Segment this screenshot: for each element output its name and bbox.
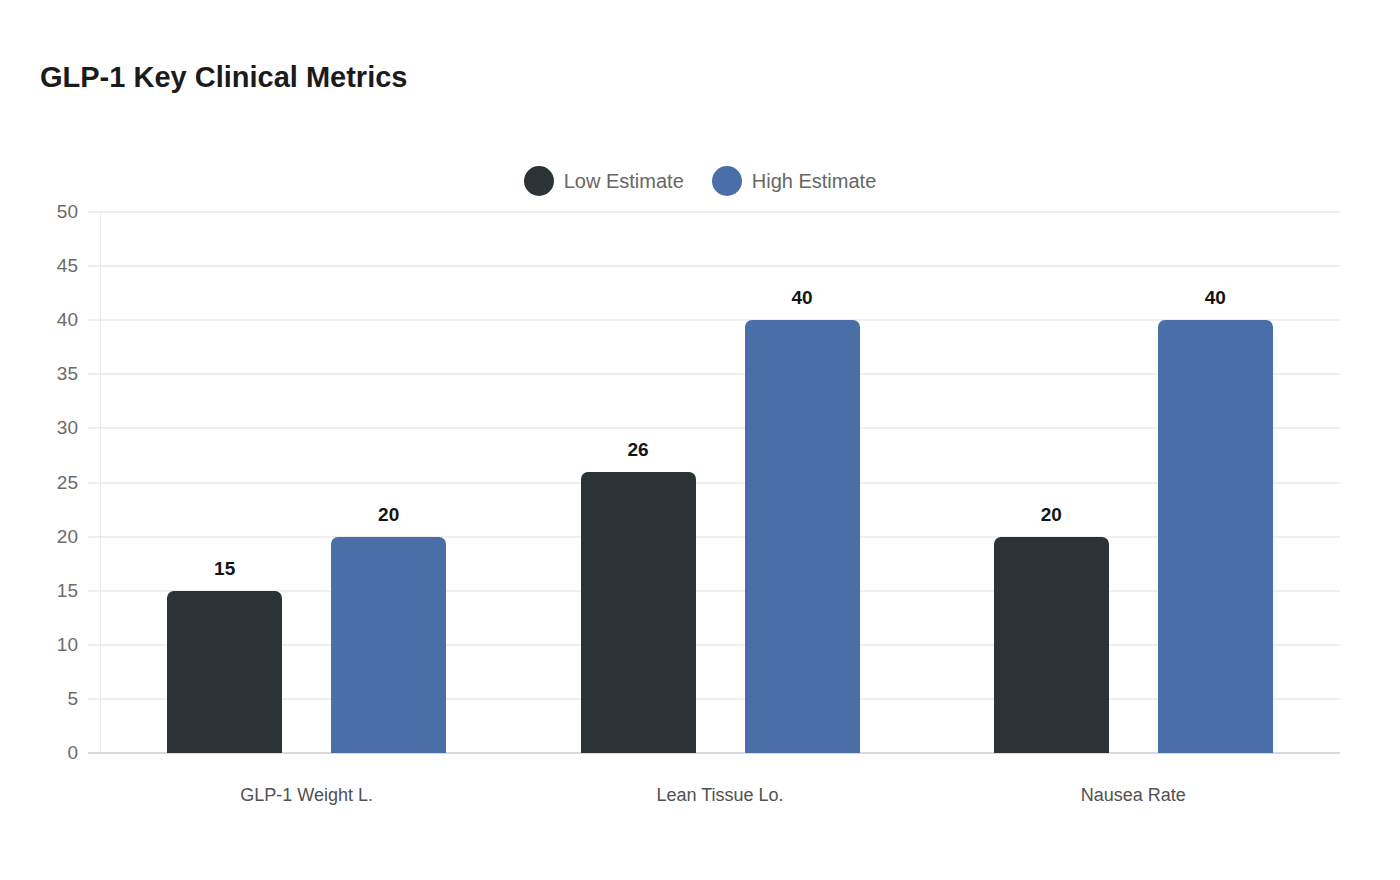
- bar-high-estimate-glp-1-weight-l: [331, 537, 446, 753]
- plot-area: 0 5 10 15 20 25 30 35 40 45 50 15 20 GLP-1 Weight L. 2…: [0, 0, 1400, 880]
- gridline-y-25: [88, 482, 1340, 484]
- bar-low-estimate-glp-1-weight-l: [167, 591, 282, 753]
- gridline-y-50: [88, 211, 1340, 213]
- y-axis-tick-50: 50: [18, 200, 78, 224]
- bar-value-label-low-estimate-nausea-rate: 20: [1011, 503, 1091, 527]
- bar-value-label-high-estimate-lean-tissue-lo: 40: [762, 286, 842, 310]
- y-axis-tick-30: 30: [18, 416, 78, 440]
- y-axis-tick-35: 35: [18, 362, 78, 386]
- x-axis-label-glp-1-weight-l: GLP-1 Weight L.: [157, 783, 457, 807]
- gridline-y-30: [88, 427, 1340, 429]
- gridline-y-35: [88, 373, 1340, 375]
- y-axis-tick-40: 40: [18, 308, 78, 332]
- bar-low-estimate-lean-tissue-lo: [581, 472, 696, 753]
- bar-high-estimate-nausea-rate: [1158, 320, 1273, 753]
- gridline-y-45: [88, 265, 1340, 267]
- gridline-y-40: [88, 319, 1340, 321]
- y-axis-tick-15: 15: [18, 579, 78, 603]
- bar-low-estimate-nausea-rate: [994, 537, 1109, 753]
- y-axis-tick-25: 25: [18, 471, 78, 495]
- x-axis-label-lean-tissue-lo: Lean Tissue Lo.: [570, 783, 870, 807]
- y-axis-tick-10: 10: [18, 633, 78, 657]
- y-axis-tick-0: 0: [18, 741, 78, 765]
- y-axis-tick-5: 5: [18, 687, 78, 711]
- gridline-y-20: [88, 536, 1340, 538]
- bar-value-label-low-estimate-glp-1-weight-l: 15: [185, 557, 265, 581]
- y-axis-line: [100, 212, 101, 753]
- bar-value-label-high-estimate-glp-1-weight-l: 20: [349, 503, 429, 527]
- bar-value-label-high-estimate-nausea-rate: 40: [1175, 286, 1255, 310]
- bar-high-estimate-lean-tissue-lo: [745, 320, 860, 753]
- y-axis-tick-20: 20: [18, 525, 78, 549]
- chart-canvas: GLP-1 Key Clinical Metrics Low EstimateH…: [0, 0, 1400, 880]
- y-axis-tick-45: 45: [18, 254, 78, 278]
- bar-value-label-low-estimate-lean-tissue-lo: 26: [598, 438, 678, 462]
- x-axis-label-nausea-rate: Nausea Rate: [983, 783, 1283, 807]
